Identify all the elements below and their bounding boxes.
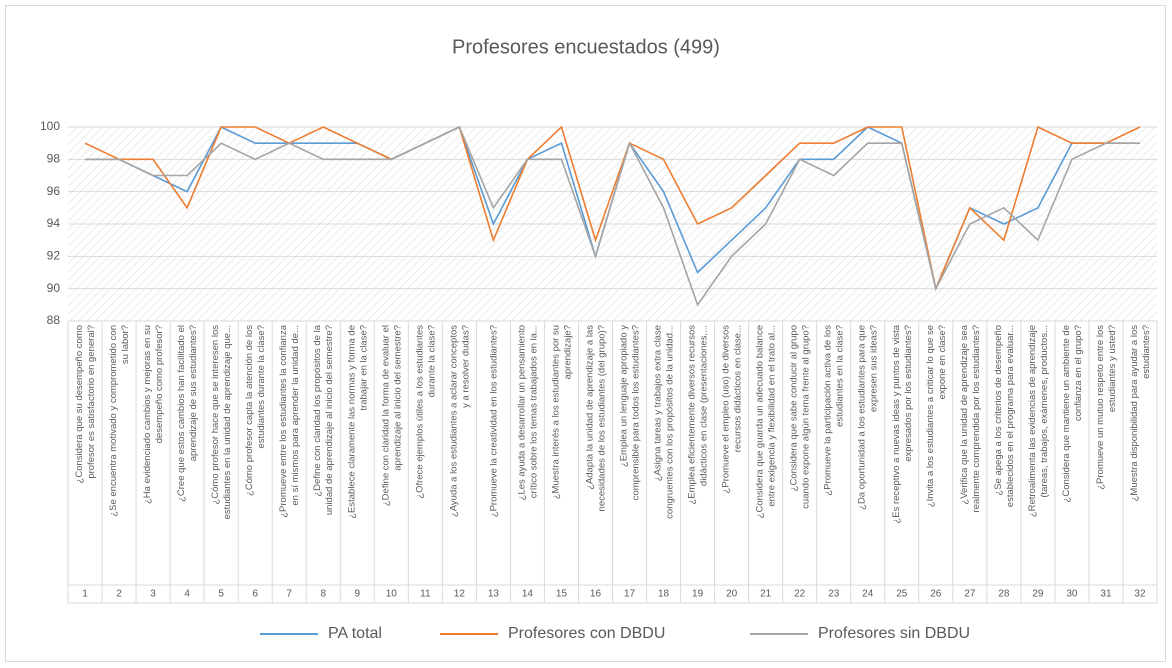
x-category-number: 2	[116, 589, 122, 600]
x-category-number: 3	[150, 589, 156, 600]
legend-label: PA total	[328, 625, 382, 642]
x-category-number: 24	[862, 589, 874, 600]
x-category-number: 28	[998, 589, 1010, 600]
x-category-label: ¿Ayuda a los estudiantes a aclarar conce…	[448, 325, 471, 517]
x-category-label: ¿Se encuentra motivado y comprometido co…	[108, 325, 131, 517]
x-category-label: ¿Considera que mantiene un ambiente deco…	[1060, 325, 1083, 502]
x-category-number: 21	[760, 589, 772, 600]
x-category-label: ¿Define con claridad la forma de evaluar…	[380, 325, 403, 506]
x-category-label: ¿Invita a los estudiantes a criticar lo …	[924, 325, 947, 507]
x-category-number: 31	[1100, 589, 1112, 600]
x-category-number: 18	[658, 589, 670, 600]
x-category-number: 14	[522, 589, 534, 600]
x-category-label: ¿Promueve un mutuo respeto entre losestu…	[1094, 325, 1117, 490]
x-category-label: ¿Promueve la creatividad en los estudian…	[488, 325, 499, 517]
series-line	[85, 125, 1140, 307]
x-category-number: 10	[386, 589, 398, 600]
x-category-label: ¿Adapta la unidad de aprendizaje a lasne…	[584, 325, 607, 512]
x-category-number: 27	[964, 589, 976, 600]
x-category-label: ¿Promueve la participación activa de los…	[822, 325, 845, 496]
x-category-number: 13	[488, 589, 500, 600]
x-category-label: ¿Cree que estos cambios han facilitado e…	[176, 325, 199, 502]
x-category-number: 22	[794, 589, 806, 600]
x-category-label: ¿Verifica que la unidad de aprendizaje s…	[958, 324, 981, 512]
x-category-label: ¿Asigna tareas y trabajos extra clasecon…	[652, 325, 675, 519]
x-category-label: ¿Considera que sabe conducir al grupocua…	[788, 325, 811, 509]
y-tick-label: 94	[47, 216, 61, 230]
x-category-number: 30	[1066, 589, 1078, 600]
x-category-number: 16	[590, 589, 602, 600]
x-category-number: 5	[218, 589, 224, 600]
x-category-number: 20	[726, 589, 738, 600]
x-category-label: ¿Se apega a los criterios de desempeñoes…	[992, 325, 1015, 507]
x-category-label: ¿Considera que su desempeño comoprofesor…	[74, 325, 97, 483]
chart-frame	[5, 5, 1166, 662]
x-category-label: ¿Retroalimenta las evidencias de aprendi…	[1026, 325, 1049, 517]
x-category-label: ¿Muestra disponibilidad para ayudar a lo…	[1129, 325, 1152, 502]
y-tick-label: 88	[47, 313, 61, 327]
x-category-label: ¿Promueve entre los estudiantes la confi…	[278, 324, 301, 517]
y-tick-label: 96	[47, 184, 61, 198]
chart-title: Profesores encuestados (499)	[452, 36, 720, 58]
x-category-number: 8	[320, 589, 326, 600]
x-category-label: ¿Les ayuda a desarrollar un pensamientoc…	[516, 325, 539, 500]
x-category-number: 11	[420, 589, 431, 600]
x-category-number: 12	[454, 589, 466, 600]
x-category-label: ¿Cómo profesor hace que se interesen los…	[210, 325, 233, 520]
y-tick-label: 90	[47, 281, 61, 295]
x-category-label: ¿Es receptivo a nuevas ideas y puntos de…	[890, 324, 913, 523]
x-category-number: 4	[184, 589, 190, 600]
x-category-number: 29	[1032, 589, 1044, 600]
x-category-label: ¿Muestra interés a los estudiantes por s…	[550, 325, 573, 499]
x-category-number: 15	[556, 589, 568, 600]
y-tick-label: 92	[47, 249, 61, 263]
x-category-label: ¿Da oportunidad a los estudiantes para q…	[856, 325, 879, 510]
x-category-number: 32	[1134, 589, 1146, 600]
x-category-label: ¿Emplea eficientemente diversos recursos…	[686, 325, 709, 505]
x-category-label: ¿Ofrece ejemplos útiles a los estudiante…	[414, 325, 437, 499]
x-category-number: 23	[828, 589, 840, 600]
x-category-label: ¿Emplea un lenguaje apropiado ycomprensi…	[618, 325, 641, 501]
x-category-number: 19	[692, 589, 704, 600]
y-tick-label: 98	[47, 152, 61, 166]
x-category-label: ¿Promueve el empleo (uso) de diversosrec…	[720, 325, 743, 494]
x-category-number: 17	[624, 589, 636, 600]
series-line	[84, 125, 1141, 292]
x-category-label: ¿Define con claridad los propósitos de l…	[312, 324, 335, 515]
legend-label: Profesores con DBDU	[508, 625, 665, 642]
x-category-label: ¿Cómo profesor capta la atención de lose…	[244, 325, 267, 496]
x-category-label: ¿Establece claramente las normas y forma…	[346, 325, 369, 519]
x-category-number: 1	[82, 589, 88, 600]
y-tick-label: 100	[40, 119, 60, 133]
x-category-number: 9	[354, 589, 360, 600]
x-category-label: ¿Ha evidenciado cambios y mejoras en sud…	[142, 325, 165, 504]
x-category-number: 7	[286, 589, 292, 600]
legend-label: Profesores sin DBDU	[818, 625, 970, 642]
x-category-number: 6	[252, 589, 258, 600]
x-category-number: 25	[896, 589, 908, 600]
x-category-number: 26	[930, 589, 942, 600]
x-category-label: ¿Considera que guarda un adecuado balanc…	[754, 325, 777, 518]
